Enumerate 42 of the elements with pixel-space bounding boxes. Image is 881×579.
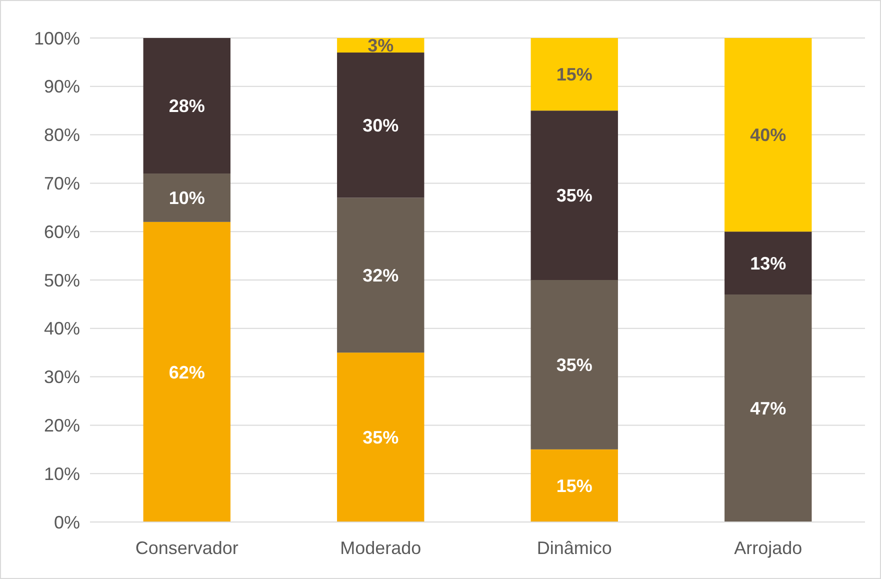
bar bbox=[337, 198, 424, 353]
data-label: 35% bbox=[556, 186, 592, 206]
data-label: 47% bbox=[750, 398, 786, 419]
data-label: 13% bbox=[750, 253, 786, 274]
bar bbox=[337, 52, 424, 198]
data-label: 28% bbox=[168, 96, 205, 116]
y-tick-label: 10% bbox=[44, 464, 80, 484]
bar bbox=[530, 38, 618, 111]
y-tick-label: 30% bbox=[44, 367, 80, 388]
y-tick-label: 60% bbox=[44, 222, 80, 242]
bar bbox=[530, 449, 618, 522]
data-label: 40% bbox=[750, 125, 786, 146]
bar bbox=[530, 280, 618, 450]
y-tick-label: 0% bbox=[54, 512, 80, 532]
data-label: 15% bbox=[556, 476, 592, 496]
data-label: 35% bbox=[362, 428, 399, 448]
data-label: 10% bbox=[168, 188, 205, 208]
bar bbox=[337, 352, 424, 522]
bar bbox=[143, 222, 230, 522]
y-tick-label: 40% bbox=[44, 318, 80, 339]
bar bbox=[143, 38, 230, 174]
x-tick-label: Dinâmico bbox=[536, 538, 612, 558]
y-tick-label: 80% bbox=[44, 125, 80, 146]
y-tick-label: 50% bbox=[44, 270, 80, 290]
data-label: 30% bbox=[362, 115, 399, 136]
data-label: 3% bbox=[368, 36, 394, 56]
x-tick-label: Arrojado bbox=[734, 538, 802, 558]
y-tick-label: 100% bbox=[34, 28, 80, 48]
x-tick-label: Conservador bbox=[135, 538, 238, 558]
x-tick-label: Moderado bbox=[340, 538, 422, 558]
bar bbox=[530, 110, 618, 280]
y-tick-label: 90% bbox=[44, 76, 80, 97]
data-label: 32% bbox=[362, 265, 399, 286]
bar bbox=[724, 38, 812, 232]
bar bbox=[143, 174, 230, 222]
y-tick-label: 70% bbox=[44, 174, 80, 194]
bar bbox=[724, 232, 812, 295]
data-label: 15% bbox=[556, 64, 592, 85]
data-label: 62% bbox=[168, 362, 205, 382]
y-tick-label: 20% bbox=[44, 416, 80, 436]
bar bbox=[724, 294, 812, 522]
data-label: 35% bbox=[556, 355, 592, 375]
